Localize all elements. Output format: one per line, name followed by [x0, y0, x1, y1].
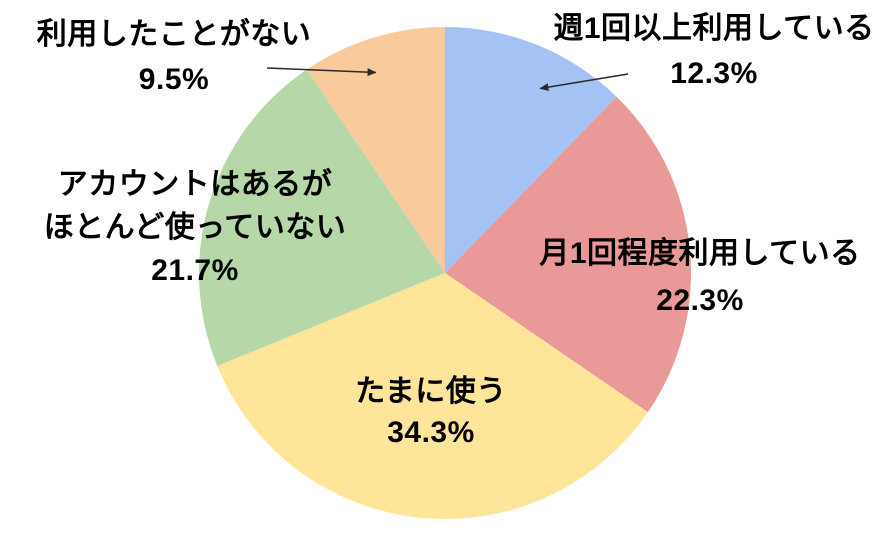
leader-arrow-weekly-icon [539, 73, 629, 92]
label-monthly-text: 月1回程度利用している [539, 237, 861, 270]
label-sometimes-text: たまに使う [355, 375, 507, 408]
label-weekly: 週1回以上利用している 12.3% [540, 6, 888, 96]
label-never-value: 9.5% [138, 63, 210, 96]
label-monthly: 月1回程度利用している 22.3% [525, 230, 875, 324]
label-weekly-value: 12.3% [670, 57, 758, 90]
label-account-unused-value: 21.7% [151, 254, 239, 287]
label-never: 利用したことがない 9.5% [14, 12, 334, 102]
label-never-text: 利用したことがない [36, 18, 312, 51]
label-sometimes: たまに使う 34.3% [281, 371, 581, 453]
pie-slice-account-unused [199, 69, 445, 366]
pie-slice-never [306, 27, 445, 273]
label-sometimes-value: 34.3% [387, 416, 475, 449]
label-account-unused-text-line2: ほとんど使っていない [43, 211, 347, 244]
label-account-unused-text-line1: アカウントはあるが [57, 168, 333, 201]
pie-slice-sometimes [217, 273, 648, 519]
pie-slice-monthly [445, 96, 691, 413]
pie [199, 27, 691, 519]
pie-slice-weekly [445, 27, 617, 273]
label-account-unused: アカウントはあるが ほとんど使っていない 21.7% [16, 163, 374, 292]
label-monthly-value: 22.3% [656, 284, 744, 317]
label-weekly-text: 週1回以上利用している [553, 12, 875, 45]
leader-arrow-never-icon [266, 67, 377, 77]
